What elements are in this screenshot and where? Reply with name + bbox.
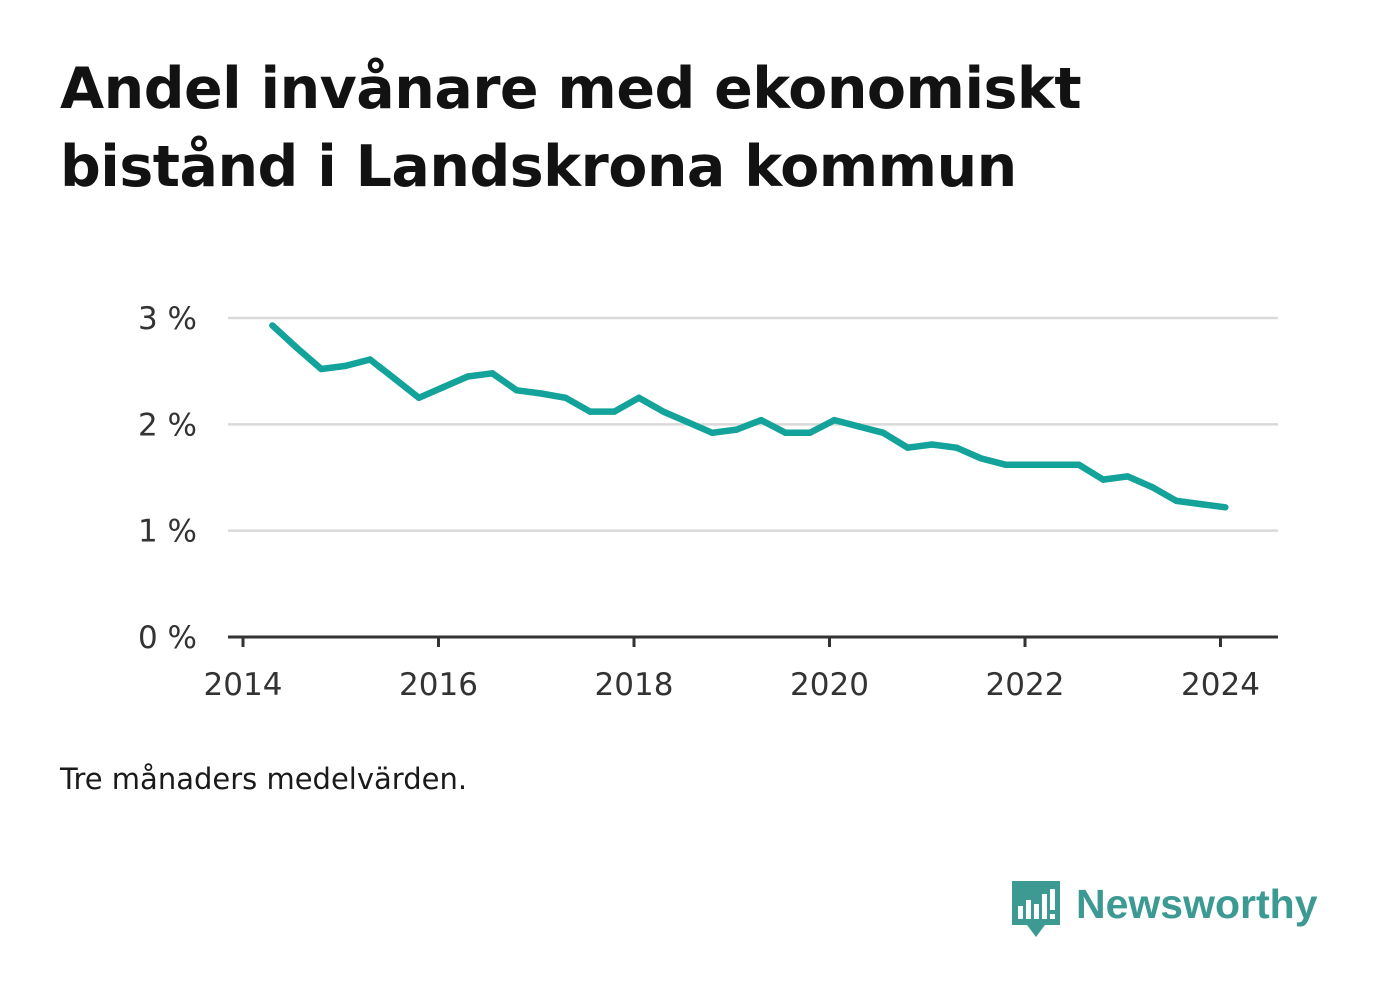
- data-point: [1173, 497, 1180, 505]
- data-point: [391, 375, 398, 382]
- data-point: [1148, 483, 1156, 491]
- data-point: [953, 444, 960, 451]
- data-point: [293, 344, 300, 351]
- data-point: [928, 441, 936, 448]
- x-tick-label: 2024: [1181, 667, 1260, 703]
- y-tick-label: 1 %: [138, 514, 197, 550]
- data-point: [562, 394, 569, 401]
- x-tick-label: 2014: [204, 667, 283, 703]
- chart-title: Andel invånare med ekonomiskt bistånd i …: [60, 56, 1082, 200]
- data-point: [366, 356, 374, 363]
- data-point: [1124, 473, 1131, 480]
- y-tick-label: 2 %: [138, 407, 197, 443]
- x-tick-label: 2020: [790, 667, 869, 703]
- chart-note: Tre månaders medelvärden.: [60, 762, 468, 796]
- data-point: [537, 390, 545, 397]
- data-point: [318, 365, 325, 373]
- y-tick-label: 3 %: [138, 301, 197, 337]
- data-point: [1222, 504, 1229, 511]
- data-point: [977, 455, 985, 462]
- series-layer: [269, 322, 1229, 511]
- data-point: [806, 429, 814, 437]
- x-axis-labels: 2014 2016 2018 2020 2022 2024: [204, 667, 1260, 703]
- bar-chart-speech-bubble-icon: [1012, 881, 1060, 937]
- y-tick-label: 0 %: [138, 620, 197, 656]
- data-point: [464, 373, 472, 380]
- data-point: [782, 429, 789, 437]
- x-tick-label: 2016: [399, 667, 478, 703]
- data-point: [342, 362, 349, 370]
- data-point: [709, 429, 716, 437]
- data-point: [1100, 476, 1107, 483]
- data-point: [1051, 461, 1058, 468]
- x-tick-label: 2022: [986, 667, 1065, 703]
- data-point: [1197, 500, 1205, 508]
- y-axis-labels: 0 % 1 % 2 % 3 %: [138, 301, 197, 656]
- data-point: [904, 444, 911, 451]
- data-point: [1026, 461, 1034, 468]
- data-point: [855, 423, 863, 430]
- data-point: [415, 394, 423, 401]
- data-point: [269, 322, 276, 329]
- data-point: [586, 408, 594, 415]
- newsworthy-logo: Newsworthy: [1010, 876, 1318, 942]
- data-point: [611, 408, 618, 415]
- series-line: [270, 323, 1226, 511]
- x-axis: [228, 635, 1278, 647]
- data-point: [513, 387, 520, 394]
- data-point: [684, 419, 691, 426]
- data-point: [733, 426, 740, 433]
- data-point: [831, 416, 838, 424]
- data-point: [660, 408, 667, 415]
- data-point: [1075, 461, 1082, 468]
- data-point: [635, 394, 643, 401]
- data-point: [1002, 461, 1009, 468]
- brand-name: Newsworthy: [1076, 880, 1318, 927]
- data-point: [880, 429, 887, 437]
- data-point: [440, 383, 447, 391]
- x-tick-label: 2018: [595, 667, 674, 703]
- data-point: [489, 370, 496, 377]
- data-point: [757, 416, 765, 424]
